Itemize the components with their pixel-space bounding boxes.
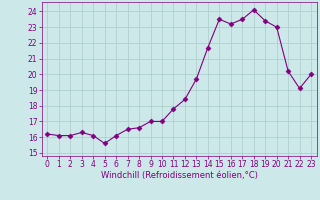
X-axis label: Windchill (Refroidissement éolien,°C): Windchill (Refroidissement éolien,°C) bbox=[101, 171, 258, 180]
